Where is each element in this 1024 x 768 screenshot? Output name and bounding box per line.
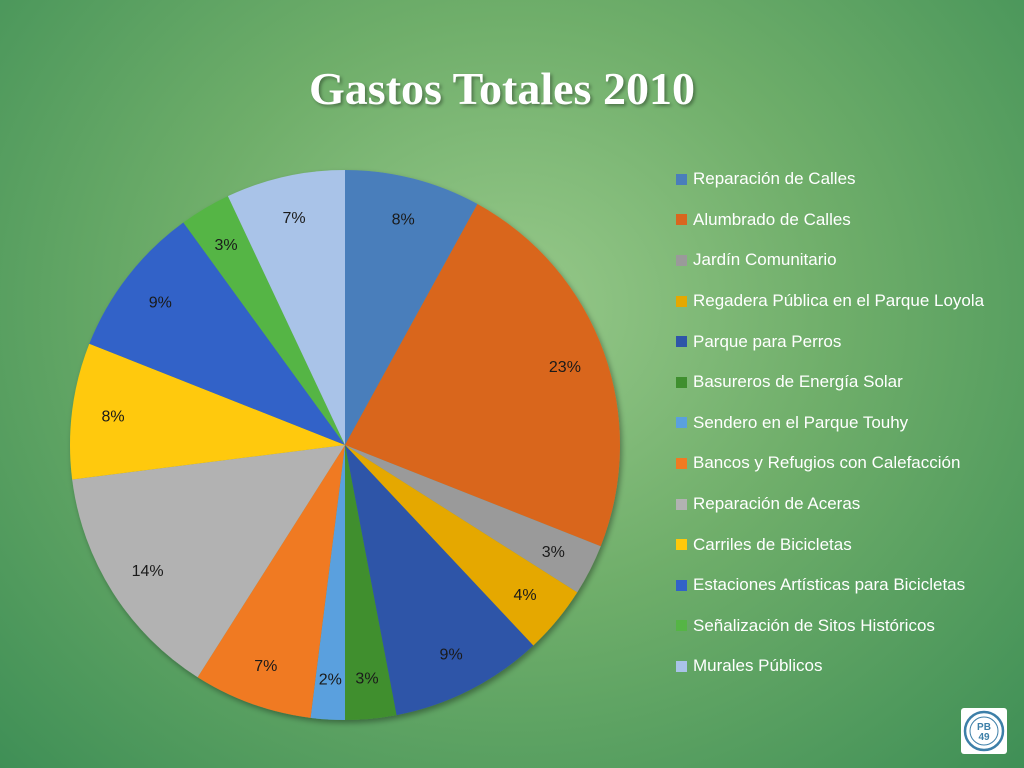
- legend-item: Reparación de Calles: [676, 159, 1016, 200]
- legend-label: Reparación de Calles: [693, 169, 856, 189]
- legend-label: Sendero en el Parque Touhy: [693, 412, 909, 432]
- legend-item: Bancos y Refugios con Calefacción: [676, 443, 1016, 484]
- legend-item: Señalización de Sitos Históricos: [676, 606, 1016, 647]
- pie-slice: [345, 445, 601, 593]
- pie-slice: [345, 204, 620, 547]
- legend-label: Parque para Perros: [693, 331, 842, 351]
- legend-item: Jardín Comunitario: [676, 240, 1016, 281]
- data-label: 3%: [355, 671, 378, 688]
- data-label: 4%: [514, 587, 537, 604]
- svg-text:49: 49: [978, 732, 990, 743]
- pie-slice: [345, 170, 478, 445]
- legend-label: Señalización de Sitos Históricos: [693, 615, 935, 635]
- pie-slice: [183, 196, 345, 445]
- legend-swatch: [676, 457, 687, 469]
- data-label: 23%: [549, 359, 581, 376]
- legend-item: Reparación de Aceras: [676, 484, 1016, 525]
- legend-swatch: [676, 620, 687, 632]
- legend-item: Murales Públicos: [676, 646, 1016, 687]
- legend-item: Estaciones Artísticas para Bicicletas: [676, 565, 1016, 606]
- data-label: 7%: [254, 658, 277, 675]
- data-label: 9%: [149, 295, 172, 312]
- pie-slice: [227, 170, 345, 445]
- legend-swatch: [676, 539, 687, 551]
- data-label: 3%: [542, 544, 565, 561]
- legend-swatch: [676, 660, 687, 672]
- legend-label: Regadera Pública en el Parque Loyola: [693, 291, 985, 311]
- pie-slice: [197, 445, 345, 718]
- legend-item: Sendero en el Parque Touhy: [676, 403, 1016, 444]
- legend-item: Basureros de Energía Solar: [676, 362, 1016, 403]
- legend-label: Carriles de Bicicletas: [693, 534, 852, 554]
- data-label: 7%: [282, 210, 305, 227]
- data-label: 8%: [392, 212, 415, 229]
- pie-slice: [345, 445, 578, 646]
- legend-swatch: [676, 295, 687, 307]
- data-label: 3%: [214, 237, 237, 254]
- legend-label: Basureros de Energía Solar: [693, 372, 903, 392]
- legend-label: Reparación de Aceras: [693, 494, 861, 514]
- legend-item: Regadera Pública en el Parque Loyola: [676, 281, 1016, 322]
- data-label: 8%: [102, 409, 125, 426]
- pie-slice: [345, 445, 534, 716]
- pie-slice: [310, 445, 345, 720]
- legend-label: Jardín Comunitario: [693, 250, 837, 270]
- pie-slice: [72, 445, 345, 678]
- data-label: 2%: [319, 671, 342, 688]
- legend-label: Bancos y Refugios con Calefacción: [693, 453, 961, 473]
- pie-slice: [69, 343, 345, 480]
- data-label: 14%: [132, 563, 164, 580]
- legend-swatch: [676, 376, 687, 388]
- legend-item: Parque para Perros: [676, 321, 1016, 362]
- legend-label: Murales Públicos: [693, 656, 823, 676]
- data-label: 9%: [440, 646, 463, 663]
- legend-swatch: [676, 417, 687, 429]
- legend-item: Carriles de Bicicletas: [676, 524, 1016, 565]
- pie-slice: [345, 445, 397, 720]
- legend-label: Estaciones Artísticas para Bicicletas: [693, 575, 966, 595]
- legend-swatch: [676, 254, 687, 266]
- chart-legend: Reparación de Calles Alumbrado de Calles J…: [676, 159, 1016, 687]
- legend-swatch: [676, 173, 687, 185]
- legend-swatch: [676, 336, 687, 348]
- legend-swatch: [676, 579, 687, 591]
- legend-label: Alumbrado de Calles: [693, 209, 851, 229]
- pie-slice: [89, 222, 346, 445]
- legend-item: Alumbrado de Calles: [676, 200, 1016, 241]
- legend-swatch: [676, 498, 687, 510]
- pb49-logo-icon: PB 49: [961, 708, 1007, 754]
- svg-text:PB: PB: [977, 722, 991, 733]
- legend-swatch: [676, 214, 687, 226]
- chart-title: Gastos Totales 2010: [309, 63, 695, 114]
